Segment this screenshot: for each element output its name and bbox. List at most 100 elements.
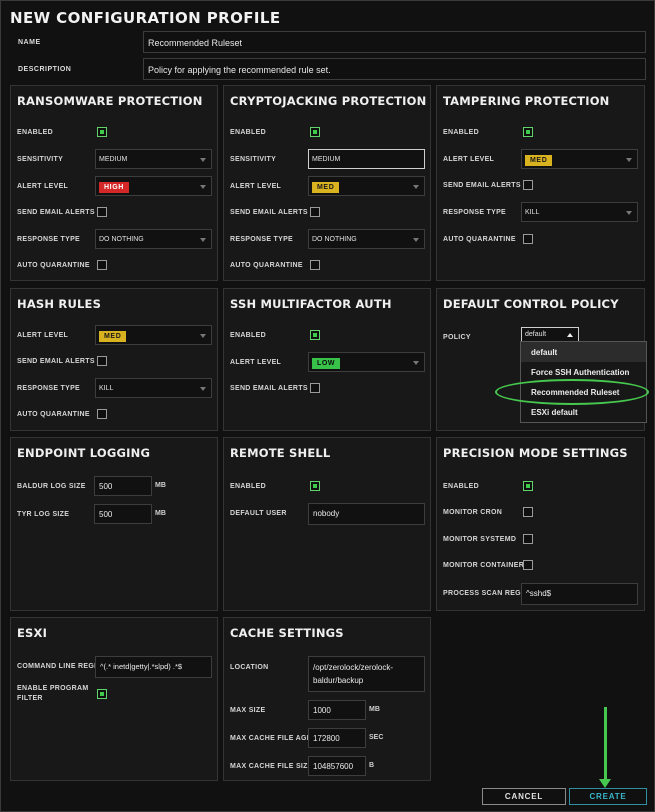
ransomware-response-select[interactable]: DO NOTHING: [95, 229, 212, 249]
cache-title: CACHE SETTINGS: [230, 626, 344, 640]
ssh-mfa-title: SSH MULTIFACTOR AUTH: [230, 297, 392, 311]
cryptojacking-response-select[interactable]: DO NOTHING: [308, 229, 425, 249]
cryptojacking-email-checkbox[interactable]: [310, 207, 320, 217]
esxi-card: ESXI COMMAND LINE REGEX ^(.* inetd|getty…: [10, 617, 218, 781]
ransomware-card: RANSOMWARE PROTECTION ENABLED SENSITIVIT…: [10, 85, 218, 281]
hash-quarantine-checkbox[interactable]: [97, 409, 107, 419]
cache-max-size-label: MAX SIZE: [230, 707, 266, 714]
ransomware-email-checkbox[interactable]: [97, 207, 107, 217]
cryptojacking-quarantine-checkbox[interactable]: [310, 260, 320, 270]
precision-enabled-checkbox[interactable]: [523, 481, 533, 491]
enabled-label: ENABLED: [443, 129, 479, 136]
chevron-up-icon: [567, 333, 573, 337]
cache-max-size-input[interactable]: 1000: [308, 700, 366, 720]
cache-max-age-unit: SEC: [369, 734, 384, 741]
cryptojacking-quarantine-row: AUTO QUARANTINE: [230, 255, 424, 277]
hash-alert-select[interactable]: MED: [95, 325, 212, 345]
alert-level-label: ALERT LEVEL: [17, 332, 69, 339]
monitor-cron-row: MONITOR CRON: [443, 502, 638, 524]
alert-level-label: ALERT LEVEL: [230, 359, 282, 366]
ransomware-alert-select[interactable]: HIGH: [95, 176, 212, 196]
esxi-filter-checkbox[interactable]: [97, 689, 107, 699]
ransomware-sensitivity-select[interactable]: MEDIUM: [95, 149, 212, 169]
baldur-input[interactable]: 500: [94, 476, 152, 496]
cache-max-file-input[interactable]: 104857600: [308, 756, 366, 776]
hash-alert-row: ALERT LEVEL MED: [17, 325, 212, 347]
esxi-cmd-input[interactable]: ^(.* inetd|getty|.*slpd) .*$: [95, 656, 212, 678]
default-user-input[interactable]: nobody: [308, 503, 425, 525]
enabled-label: ENABLED: [230, 332, 266, 339]
ssh-mfa-card: SSH MULTIFACTOR AUTH ENABLED ALERT LEVEL…: [223, 288, 431, 431]
tyr-input[interactable]: 500: [94, 504, 152, 524]
chevron-down-icon: [200, 158, 206, 162]
cryptojacking-sensitivity-select[interactable]: MEDIUM: [308, 149, 425, 169]
description-label: DESCRIPTION: [18, 66, 72, 73]
monitor-systemd-checkbox[interactable]: [523, 534, 533, 544]
ransomware-quarantine-checkbox[interactable]: [97, 260, 107, 270]
auto-quarantine-label: AUTO QUARANTINE: [443, 236, 516, 243]
response-type-label: RESPONSE TYPE: [17, 236, 81, 243]
ransomware-sensitivity-value: MEDIUM: [99, 156, 128, 163]
hash-response-row: RESPONSE TYPE KILL: [17, 378, 212, 400]
cryptojacking-alert-row: ALERT LEVEL MED: [230, 176, 425, 198]
hash-response-value: KILL: [99, 385, 114, 392]
esxi-filter-label-line1: ENABLE PROGRAM: [17, 685, 89, 692]
monitor-containerd-label: MONITOR CONTAINERD: [443, 562, 530, 569]
ssh-alert-select[interactable]: LOW: [308, 352, 425, 372]
cache-max-file-row: MAX CACHE FILE SIZE 104857600 B: [230, 756, 424, 778]
alert-badge-med: MED: [525, 155, 553, 166]
create-button[interactable]: CREATE: [569, 788, 647, 805]
description-input[interactable]: Policy for applying the recommended rule…: [143, 58, 646, 80]
monitor-cron-checkbox[interactable]: [523, 507, 533, 517]
cache-max-age-row: MAX CACHE FILE AGE 172800 SEC: [230, 728, 424, 750]
default-policy-title: DEFAULT CONTROL POLICY: [443, 297, 619, 311]
ransomware-response-value: DO NOTHING: [99, 236, 144, 243]
sensitivity-label: SENSITIVITY: [17, 156, 64, 163]
tampering-email-checkbox[interactable]: [523, 180, 533, 190]
tampering-response-select[interactable]: KILL: [521, 202, 638, 222]
monitor-containerd-checkbox[interactable]: [523, 560, 533, 570]
baldur-unit: MB: [155, 482, 166, 489]
hash-email-checkbox[interactable]: [97, 356, 107, 366]
ssh-email-checkbox[interactable]: [310, 383, 320, 393]
hash-response-select[interactable]: KILL: [95, 378, 212, 398]
name-input[interactable]: Recommended Ruleset: [143, 31, 646, 53]
alert-badge-med: MED: [312, 182, 340, 193]
alert-level-label: ALERT LEVEL: [230, 183, 282, 190]
monitor-systemd-label: MONITOR SYSTEMD: [443, 536, 517, 543]
cache-location-input[interactable]: /opt/zerolock/zerolock- baldur/backup: [308, 656, 425, 692]
chevron-down-icon: [626, 211, 632, 215]
cache-max-age-input[interactable]: 172800: [308, 728, 366, 748]
cryptojacking-card: CRYPTOJACKING PROTECTION ENABLED SENSITI…: [223, 85, 431, 281]
precision-card: PRECISION MODE SETTINGS ENABLED MONITOR …: [436, 437, 645, 611]
dialog-title: NEW CONFIGURATION PROFILE: [10, 9, 281, 27]
cache-max-file-unit: B: [369, 762, 375, 769]
chevron-down-icon: [200, 334, 206, 338]
remote-enabled-checkbox[interactable]: [310, 481, 320, 491]
highlight-ellipse: [495, 379, 649, 405]
policy-option-esxi[interactable]: ESXi default: [531, 408, 578, 417]
remote-shell-card: REMOTE SHELL ENABLED DEFAULT USER nobody: [223, 437, 431, 611]
tampering-enabled-checkbox[interactable]: [523, 127, 533, 137]
ssh-enabled-checkbox[interactable]: [310, 330, 320, 340]
tampering-quarantine-checkbox[interactable]: [523, 234, 533, 244]
chevron-down-icon: [413, 238, 419, 242]
process-scan-input[interactable]: ^sshd$: [521, 583, 638, 605]
ssh-email-row: SEND EMAIL ALERTS: [230, 378, 424, 400]
endpoint-logging-title: ENDPOINT LOGGING: [17, 446, 151, 460]
ransomware-enabled-checkbox[interactable]: [97, 127, 107, 137]
cancel-button[interactable]: CANCEL: [482, 788, 566, 805]
hash-email-row: SEND EMAIL ALERTS: [17, 351, 211, 373]
policy-option-force-ssh[interactable]: Force SSH Authentication: [531, 368, 630, 377]
tampering-quarantine-row: AUTO QUARANTINE: [443, 229, 638, 251]
cryptojacking-alert-select[interactable]: MED: [308, 176, 425, 196]
send-email-label: SEND EMAIL ALERTS: [17, 209, 95, 216]
enabled-label: ENABLED: [230, 483, 266, 490]
name-label: NAME: [18, 39, 41, 46]
remote-enabled-row: ENABLED: [230, 476, 424, 498]
auto-quarantine-label: AUTO QUARANTINE: [17, 411, 90, 418]
cryptojacking-enabled-checkbox[interactable]: [310, 127, 320, 137]
policy-option-default[interactable]: default: [521, 342, 646, 362]
esxi-filter-label: ENABLE PROGRAM FILTER: [17, 684, 88, 704]
tampering-alert-select[interactable]: MED: [521, 149, 638, 169]
